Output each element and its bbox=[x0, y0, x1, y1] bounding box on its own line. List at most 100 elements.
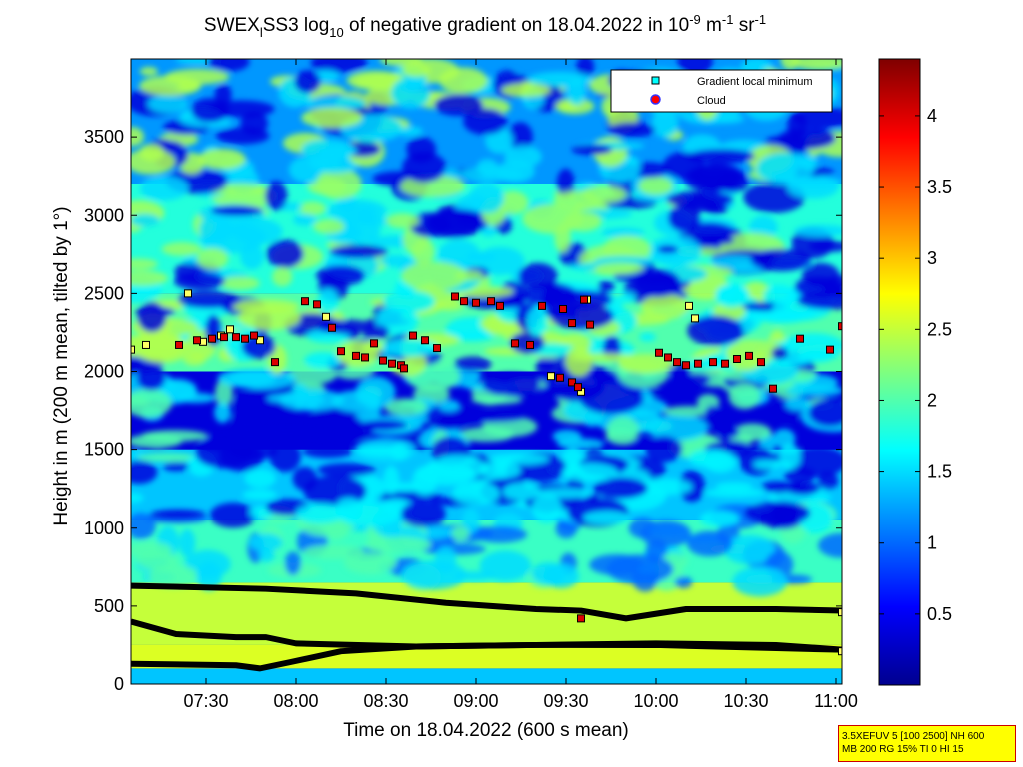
x-tick-label: 08:00 bbox=[273, 691, 318, 711]
cloud-point bbox=[796, 334, 804, 343]
cloud-point bbox=[433, 344, 441, 353]
cloud-point bbox=[769, 384, 777, 393]
cloud-point bbox=[409, 331, 417, 340]
y-tick-label: 1000 bbox=[84, 518, 124, 538]
cloud-point bbox=[487, 297, 495, 306]
cloud-point bbox=[574, 383, 582, 392]
x-tick-label: 08:30 bbox=[363, 691, 408, 711]
colorbar-tick-label: 1.5 bbox=[927, 462, 952, 482]
heat-layer-0 bbox=[131, 668, 842, 684]
info-line-1: 3.5XEFUV 5 [100 2500] NH 600 bbox=[842, 731, 985, 742]
gradient-minimum-point bbox=[184, 289, 192, 298]
cloud-point bbox=[745, 351, 753, 360]
cloud-point bbox=[538, 301, 546, 310]
y-axis: 0 500 1000 1500 2000 2500 3000 3500 bbox=[84, 127, 842, 694]
colorbar-tick-label: 0.5 bbox=[927, 604, 952, 624]
cloud-point bbox=[568, 319, 576, 328]
cloud-point bbox=[421, 336, 429, 345]
cloud-point bbox=[721, 359, 729, 368]
cloud-point bbox=[250, 331, 258, 340]
x-tick-label: 07:30 bbox=[183, 691, 228, 711]
y-tick-label: 3000 bbox=[84, 205, 124, 225]
legend: Gradient local minimum Cloud bbox=[610, 69, 833, 113]
cloud-point bbox=[271, 358, 279, 367]
legend-gradient-minimum-label: Gradient local minimum bbox=[697, 76, 813, 88]
cloud-point bbox=[694, 359, 702, 368]
gradient-minimum-point bbox=[547, 372, 555, 381]
cloud-point bbox=[496, 301, 504, 310]
y-tick-label: 2000 bbox=[84, 362, 124, 382]
colorbar-tick-label: 4 bbox=[927, 106, 937, 126]
gradient-minimum-point bbox=[142, 340, 150, 349]
gradient-minimum-point bbox=[691, 314, 699, 323]
gradient-minimum-point bbox=[256, 336, 264, 345]
cloud-point bbox=[568, 378, 576, 387]
x-tick-label: 09:30 bbox=[543, 691, 588, 711]
gradient-minimum-point bbox=[131, 345, 135, 354]
x-tick-label: 11:00 bbox=[814, 691, 858, 711]
cloud-point bbox=[472, 298, 480, 307]
cloud-point bbox=[586, 320, 594, 329]
gradient-minimum-lines bbox=[131, 582, 842, 672]
cloud-point bbox=[370, 339, 378, 348]
cloud-point bbox=[655, 348, 663, 357]
colorbar: 0.5 1 1.5 2 2.5 3 3.5 4 bbox=[878, 58, 952, 686]
gradient-minimum-point bbox=[322, 312, 330, 321]
cloud-point bbox=[313, 300, 321, 309]
gradient-minimum-point bbox=[226, 325, 234, 334]
y-tick-label: 3500 bbox=[84, 127, 124, 147]
cloud-point bbox=[826, 345, 834, 354]
colorbar-tick-label: 3 bbox=[927, 248, 937, 268]
cloud-point bbox=[526, 340, 534, 349]
cloud-point bbox=[838, 322, 842, 331]
gradient-minimum-line-upper bbox=[131, 582, 842, 622]
info-line-2: MB 200 RG 15% TI 0 HI 15 bbox=[842, 744, 964, 755]
chart-title: SWEXlSS3 log10 of negative gradient on 1… bbox=[204, 12, 766, 40]
cloud-point bbox=[460, 297, 468, 306]
y-tick-label: 1500 bbox=[84, 440, 124, 460]
plot-area bbox=[131, 59, 842, 684]
legend-cloud-marker bbox=[650, 94, 661, 105]
gradient-minimum-line-lower bbox=[131, 641, 842, 672]
cloud-point bbox=[664, 353, 672, 362]
cloud-point bbox=[337, 347, 345, 356]
cloud-point bbox=[451, 292, 459, 301]
cloud-point bbox=[301, 297, 309, 306]
y-tick-label: 2500 bbox=[84, 283, 124, 303]
y-tick-label: 500 bbox=[94, 596, 124, 616]
x-tick-label: 10:30 bbox=[723, 691, 768, 711]
heat-layer-1 bbox=[131, 644, 842, 669]
cloud-points bbox=[175, 292, 842, 623]
cloud-point bbox=[577, 614, 585, 623]
cloud-point bbox=[511, 339, 519, 348]
colorbar-tick-label: 2.5 bbox=[927, 319, 952, 339]
cloud-point bbox=[580, 295, 588, 304]
legend-gradient-minimum-marker bbox=[651, 76, 660, 85]
cloud-point bbox=[682, 361, 690, 370]
cloud-point bbox=[733, 355, 741, 363]
cloud-point bbox=[556, 373, 564, 382]
x-tick-label: 09:00 bbox=[453, 691, 498, 711]
cloud-point bbox=[241, 334, 249, 343]
colorbar-tick-label: 3.5 bbox=[927, 177, 952, 197]
y-tick-label: 0 bbox=[114, 674, 124, 694]
cloud-point bbox=[220, 333, 228, 342]
cloud-point bbox=[232, 333, 240, 342]
info-box: 3.5XEFUV 5 [100 2500] NH 600 MB 200 RG 1… bbox=[838, 725, 1016, 762]
cloud-point bbox=[709, 358, 717, 367]
gradient-minimum-point bbox=[838, 647, 842, 656]
gradient-minimum-point bbox=[685, 301, 693, 310]
cloud-point bbox=[208, 334, 216, 343]
cloud-point bbox=[193, 336, 201, 345]
cloud-point bbox=[559, 305, 567, 313]
cloud-point bbox=[352, 351, 360, 360]
cloud-point bbox=[361, 353, 369, 362]
gradient-minimum-point bbox=[838, 608, 842, 617]
cloud-point bbox=[328, 323, 336, 332]
y-axis-label: Height in m (200 m mean, tilted by 1°) bbox=[51, 206, 72, 525]
cloud-point bbox=[673, 358, 681, 367]
x-tick-label: 10:00 bbox=[633, 691, 678, 711]
legend-cloud-label: Cloud bbox=[697, 95, 726, 107]
cloud-point bbox=[379, 356, 387, 365]
